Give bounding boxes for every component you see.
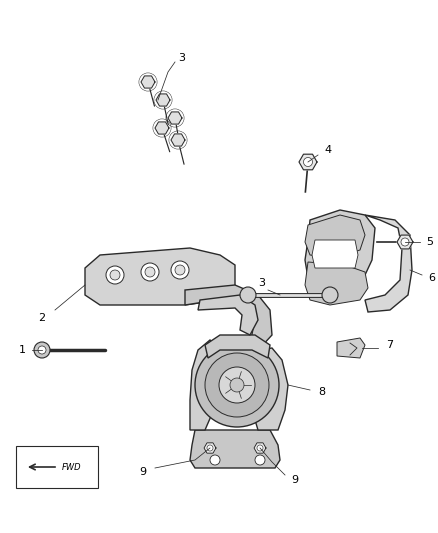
Circle shape bbox=[219, 367, 255, 403]
Text: 1: 1 bbox=[18, 345, 25, 355]
Polygon shape bbox=[85, 248, 235, 305]
Polygon shape bbox=[305, 215, 365, 258]
Polygon shape bbox=[312, 240, 358, 268]
Circle shape bbox=[171, 261, 189, 279]
Circle shape bbox=[110, 270, 120, 280]
Polygon shape bbox=[337, 338, 365, 358]
Polygon shape bbox=[305, 210, 375, 285]
Polygon shape bbox=[190, 340, 225, 430]
Circle shape bbox=[210, 455, 220, 465]
Circle shape bbox=[230, 378, 244, 392]
FancyBboxPatch shape bbox=[16, 446, 98, 488]
Text: 9: 9 bbox=[139, 467, 147, 477]
Polygon shape bbox=[250, 348, 288, 430]
Polygon shape bbox=[168, 112, 182, 124]
Polygon shape bbox=[305, 262, 368, 305]
Circle shape bbox=[38, 346, 46, 354]
Polygon shape bbox=[185, 285, 272, 348]
Polygon shape bbox=[205, 335, 270, 358]
Circle shape bbox=[401, 238, 409, 246]
Text: FWD: FWD bbox=[62, 463, 82, 472]
Circle shape bbox=[141, 263, 159, 281]
Text: 2: 2 bbox=[39, 313, 46, 323]
Circle shape bbox=[205, 353, 269, 417]
Circle shape bbox=[240, 287, 256, 303]
Text: 6: 6 bbox=[428, 273, 435, 283]
Circle shape bbox=[106, 266, 124, 284]
Text: 9: 9 bbox=[291, 475, 299, 485]
Circle shape bbox=[195, 343, 279, 427]
Text: 3: 3 bbox=[179, 53, 186, 63]
Circle shape bbox=[145, 267, 155, 277]
Polygon shape bbox=[156, 94, 170, 106]
Polygon shape bbox=[141, 76, 155, 88]
Text: 5: 5 bbox=[427, 237, 434, 247]
Polygon shape bbox=[190, 430, 280, 468]
Circle shape bbox=[34, 342, 50, 358]
Text: 8: 8 bbox=[318, 387, 325, 397]
Circle shape bbox=[255, 455, 265, 465]
Polygon shape bbox=[254, 443, 266, 453]
Polygon shape bbox=[397, 235, 413, 249]
Circle shape bbox=[304, 157, 312, 166]
Polygon shape bbox=[198, 295, 258, 335]
Polygon shape bbox=[204, 443, 216, 453]
Polygon shape bbox=[171, 134, 185, 146]
Circle shape bbox=[207, 445, 213, 451]
Circle shape bbox=[257, 445, 263, 451]
Circle shape bbox=[322, 287, 338, 303]
Text: 4: 4 bbox=[325, 145, 332, 155]
Polygon shape bbox=[155, 122, 169, 134]
Circle shape bbox=[175, 265, 185, 275]
Polygon shape bbox=[299, 154, 317, 170]
Text: 3: 3 bbox=[258, 278, 265, 288]
Text: 7: 7 bbox=[386, 340, 394, 350]
Polygon shape bbox=[365, 215, 412, 312]
